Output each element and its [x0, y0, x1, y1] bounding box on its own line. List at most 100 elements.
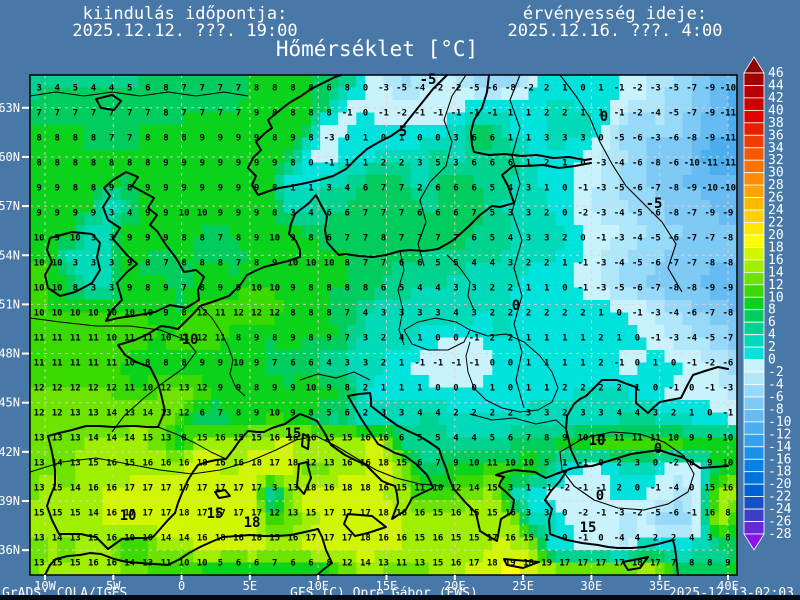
svg-text:16: 16 [505, 534, 516, 544]
svg-text:2: 2 [544, 109, 549, 119]
svg-text:9: 9 [254, 334, 259, 344]
svg-text:18: 18 [523, 559, 534, 569]
svg-text:9: 9 [181, 159, 186, 169]
svg-text:9: 9 [218, 384, 223, 394]
svg-text:2: 2 [616, 484, 621, 494]
svg-text:16: 16 [215, 434, 226, 444]
svg-text:12: 12 [197, 384, 208, 394]
svg-text:3: 3 [544, 409, 549, 419]
svg-text:0: 0 [600, 109, 608, 125]
svg-text:-8: -8 [668, 209, 679, 219]
svg-text:15: 15 [142, 434, 153, 444]
svg-text:3: 3 [508, 259, 513, 269]
svg-text:16: 16 [106, 484, 117, 494]
svg-text:-9: -9 [722, 284, 733, 294]
svg-text:7: 7 [344, 309, 349, 319]
svg-text:6: 6 [145, 84, 150, 94]
svg-text:15: 15 [487, 484, 498, 494]
svg-text:0: 0 [596, 488, 604, 504]
bottom-bar [0, 595, 800, 600]
svg-text:-3: -3 [596, 209, 607, 219]
svg-text:13: 13 [124, 409, 135, 419]
svg-text:15: 15 [432, 509, 443, 519]
svg-text:18: 18 [342, 484, 353, 494]
svg-text:4: 4 [471, 434, 477, 444]
svg-text:8: 8 [109, 159, 114, 169]
svg-text:10: 10 [469, 459, 480, 469]
svg-text:36N: 36N [0, 543, 20, 557]
svg-text:15: 15 [197, 434, 208, 444]
svg-text:6: 6 [254, 559, 259, 569]
svg-text:6: 6 [363, 184, 368, 194]
svg-text:13: 13 [70, 534, 81, 544]
svg-text:9: 9 [290, 384, 295, 394]
svg-text:15: 15 [124, 459, 135, 469]
svg-text:18: 18 [287, 459, 298, 469]
svg-text:-10: -10 [684, 159, 700, 169]
svg-text:18: 18 [179, 509, 190, 519]
svg-text:-28: -28 [768, 527, 791, 542]
svg-text:-8: -8 [768, 402, 784, 417]
svg-text:10: 10 [179, 559, 190, 569]
svg-text:3: 3 [635, 459, 640, 469]
svg-text:0: 0 [435, 384, 440, 394]
svg-text:8: 8 [326, 284, 331, 294]
svg-text:-4: -4 [650, 109, 661, 119]
svg-text:5: 5 [399, 284, 404, 294]
svg-text:1: 1 [526, 109, 531, 119]
svg-text:-5: -5 [420, 72, 437, 88]
svg-text:9: 9 [290, 334, 295, 344]
svg-text:17: 17 [324, 534, 335, 544]
svg-text:13: 13 [161, 434, 172, 444]
svg-text:9: 9 [326, 384, 331, 394]
svg-text:12: 12 [161, 384, 172, 394]
svg-text:8: 8 [344, 384, 349, 394]
svg-text:-1: -1 [596, 484, 607, 494]
svg-text:38: 38 [768, 116, 784, 131]
svg-text:2: 2 [544, 84, 549, 94]
svg-text:3: 3 [453, 159, 458, 169]
svg-text:0: 0 [512, 298, 520, 314]
svg-text:3: 3 [526, 184, 531, 194]
svg-text:-7: -7 [650, 184, 661, 194]
svg-text:5: 5 [73, 84, 78, 94]
svg-text:2: 2 [562, 109, 567, 119]
svg-text:-1: -1 [650, 334, 661, 344]
coastlines [44, 74, 729, 576]
svg-text:-5: -5 [668, 109, 679, 119]
svg-text:-8: -8 [668, 284, 679, 294]
svg-text:-7: -7 [704, 309, 715, 319]
svg-text:42N: 42N [0, 445, 20, 459]
graticule [30, 75, 737, 575]
svg-text:6: 6 [508, 159, 513, 169]
svg-text:-20: -20 [768, 477, 791, 492]
svg-text:0: 0 [598, 134, 603, 144]
svg-text:7: 7 [218, 109, 223, 119]
svg-text:5: 5 [435, 259, 440, 269]
svg-text:7: 7 [199, 84, 204, 94]
svg-text:11: 11 [650, 434, 661, 444]
svg-text:-1: -1 [324, 159, 335, 169]
svg-text:14: 14 [124, 559, 135, 569]
svg-text:18: 18 [487, 559, 498, 569]
svg-text:60N: 60N [0, 150, 20, 164]
svg-text:18: 18 [360, 484, 371, 494]
svg-text:8: 8 [145, 159, 150, 169]
svg-text:1: 1 [526, 284, 531, 294]
svg-text:8: 8 [236, 334, 241, 344]
svg-text:11: 11 [34, 334, 45, 344]
svg-text:-1: -1 [596, 509, 607, 519]
svg-text:9: 9 [109, 184, 114, 194]
svg-text:8: 8 [145, 259, 150, 269]
svg-text:13: 13 [414, 559, 425, 569]
svg-text:6: 6 [508, 434, 513, 444]
svg-text:15: 15 [34, 509, 45, 519]
svg-text:9: 9 [254, 234, 259, 244]
svg-text:10: 10 [269, 409, 280, 419]
svg-text:3: 3 [562, 134, 567, 144]
svg-text:8: 8 [290, 159, 295, 169]
svg-text:15: 15 [207, 506, 224, 522]
svg-text:8: 8 [145, 359, 150, 369]
svg-text:24: 24 [768, 203, 784, 218]
svg-text:1: 1 [598, 109, 603, 119]
